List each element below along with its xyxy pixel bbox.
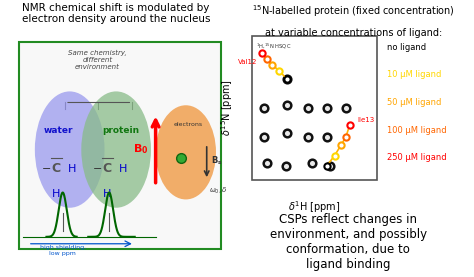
Ellipse shape — [155, 105, 216, 199]
Bar — [252, 36, 377, 180]
Text: H: H — [52, 189, 60, 199]
Text: at variable concentrations of ligand:: at variable concentrations of ligand: — [264, 28, 442, 38]
Text: 250 μM ligand: 250 μM ligand — [387, 153, 447, 162]
Text: protein: protein — [102, 126, 139, 135]
Text: 10 μM ligand: 10 μM ligand — [387, 70, 441, 79]
Text: −: − — [93, 164, 102, 174]
Text: H: H — [103, 189, 111, 199]
Ellipse shape — [82, 91, 151, 208]
Text: C: C — [102, 163, 111, 175]
Text: CSPs reflect changes in
environment, and possibly
conformation, due to
ligand bi: CSPs reflect changes in environment, and… — [270, 213, 427, 271]
Text: $\delta^{15}$N [ppm]: $\delta^{15}$N [ppm] — [219, 79, 235, 137]
Text: $^{15}$N-labelled protein (fixed concentration): $^{15}$N-labelled protein (fixed concent… — [252, 3, 455, 19]
Text: C: C — [51, 163, 60, 175]
Text: H: H — [119, 164, 128, 174]
Text: 50 μM ligand: 50 μM ligand — [387, 98, 441, 107]
Text: $\delta^1$H [ppm]: $\delta^1$H [ppm] — [288, 199, 341, 215]
Text: Ile13: Ile13 — [357, 117, 374, 123]
Text: high shielding,
low ppm: high shielding, low ppm — [40, 245, 86, 256]
Text: no ligand: no ligand — [387, 43, 426, 52]
Text: Val12: Val12 — [237, 59, 257, 65]
Text: $\mathbf{B_0}$: $\mathbf{B_0}$ — [133, 143, 149, 157]
Text: $^1$H,$^{15}$N HSQC: $^1$H,$^{15}$N HSQC — [256, 42, 292, 51]
Ellipse shape — [35, 91, 104, 208]
Text: 100 μM ligand: 100 μM ligand — [387, 126, 447, 135]
Text: $\mathbf{B_s}$: $\mathbf{B_s}$ — [211, 154, 223, 167]
Text: Same chemistry,
different
environment: Same chemistry, different environment — [68, 50, 127, 70]
Bar — [18, 42, 220, 249]
Text: H: H — [68, 164, 76, 174]
Text: electrons: electrons — [173, 122, 203, 127]
Text: −: − — [42, 164, 51, 174]
Text: $\omega_0, \delta$: $\omega_0, \delta$ — [209, 186, 228, 196]
Text: water: water — [43, 126, 73, 135]
Text: NMR chemical shift is modulated by
electron density around the nucleus: NMR chemical shift is modulated by elect… — [22, 3, 210, 24]
